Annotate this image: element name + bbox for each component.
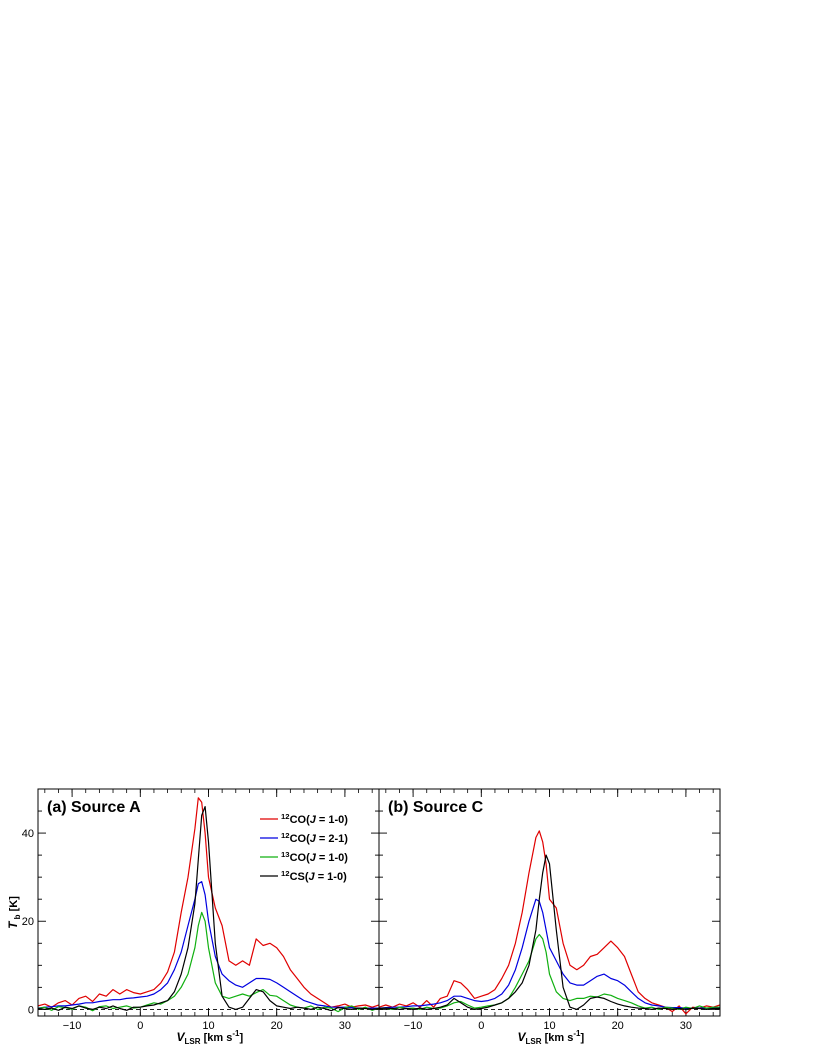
y-axis-label: T b [K] <box>6 896 22 929</box>
legend-entry-3: 12CS(J = 1-0) <box>281 869 347 884</box>
panel-title: (b) Source C <box>388 799 484 816</box>
series-line-0 <box>379 830 720 1015</box>
legend-entry-2: 13CO(J = 1-0) <box>281 850 348 865</box>
x-tick-label: 0 <box>478 1020 484 1032</box>
x-axis-label: VLSR [km s-1] <box>518 1029 585 1046</box>
series-line-3 <box>38 806 379 1012</box>
x-axis-label: VLSR [km s-1] <box>177 1029 244 1046</box>
x-tick-label: 20 <box>271 1020 283 1032</box>
x-tick-label: 30 <box>680 1020 692 1032</box>
x-tick-label: −10 <box>404 1020 423 1032</box>
chart-panel-0: −10 0 10 20 30 0 20 40 (a) Source A VLSR [km s-1]… <box>6 788 380 1046</box>
series-line-1 <box>38 881 379 1009</box>
plot-frame <box>378 788 721 1017</box>
y-tick-label: 0 <box>28 1004 34 1016</box>
y-tick-label: 20 <box>22 916 34 928</box>
legend-entry-0: 12CO(J = 1-0) <box>281 812 348 827</box>
series-line-2 <box>38 911 379 1013</box>
x-tick-label: 10 <box>543 1020 555 1032</box>
x-tick-label: 30 <box>339 1020 351 1032</box>
series-line-0 <box>38 797 379 1008</box>
chart-panel-1: −10 0 10 20 30 (b) Source C VLSR [km s-1] <box>378 788 721 1046</box>
x-tick-label: −10 <box>63 1020 82 1032</box>
series-line-1 <box>379 898 720 1009</box>
series-line-3 <box>379 854 720 1010</box>
panel-title: (a) Source A <box>47 799 141 816</box>
legend-entry-1: 12CO(J = 2-1) <box>281 831 348 846</box>
x-tick-label: 0 <box>137 1020 143 1032</box>
y-tick-label: 40 <box>22 828 34 840</box>
x-tick-label: 10 <box>202 1020 214 1032</box>
x-tick-label: 20 <box>612 1020 624 1032</box>
